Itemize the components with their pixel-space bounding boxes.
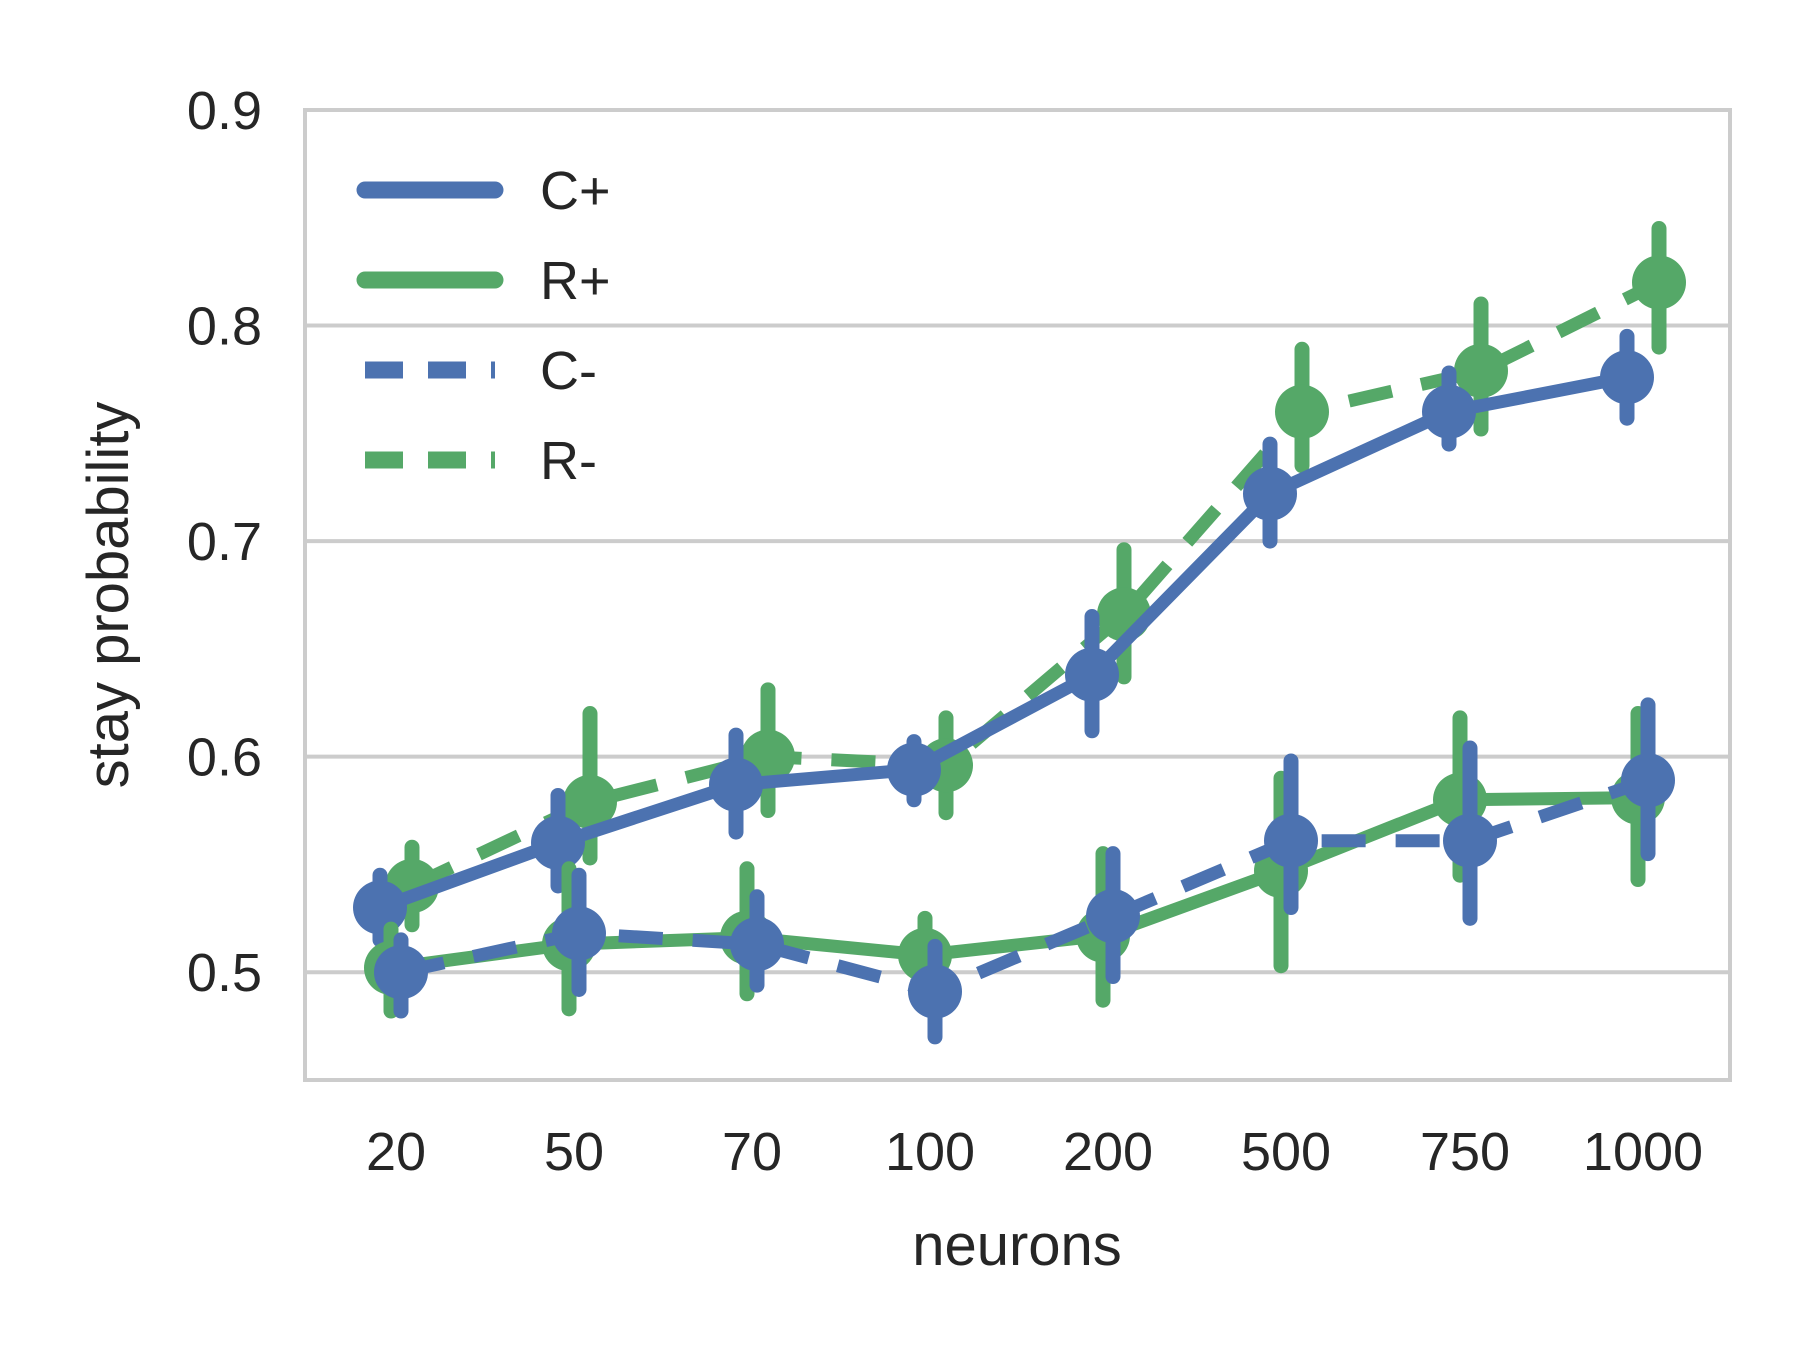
series-line <box>377 370 1629 914</box>
x-tick-label: 200 <box>1063 1122 1153 1182</box>
x-tick-label: 750 <box>1420 1122 1510 1182</box>
x-axis: 20 50 70 100 200 500 750 1000 <box>366 1122 1703 1182</box>
y-tick-label: 0.9 <box>187 81 262 141</box>
data-point <box>1422 384 1476 439</box>
legend-item: R+ <box>356 251 611 311</box>
series-C+ <box>353 328 1654 948</box>
data-point <box>1600 350 1654 405</box>
data-point <box>1632 255 1686 310</box>
legend-label: R- <box>540 431 597 491</box>
data-point <box>1454 343 1508 398</box>
data-point <box>1275 384 1329 439</box>
x-tick-label: 1000 <box>1583 1122 1703 1182</box>
data-point <box>1086 889 1140 944</box>
data-point <box>887 742 941 797</box>
data-point <box>563 774 617 829</box>
data-point <box>531 815 585 870</box>
legend-label: C+ <box>540 161 611 221</box>
series-layer <box>353 221 1686 1045</box>
data-point <box>1264 813 1318 868</box>
legend-label: C- <box>540 341 597 401</box>
x-tick-label: 100 <box>885 1122 975 1182</box>
legend: C+ R+ C- R- <box>356 161 611 491</box>
data-point <box>552 906 606 961</box>
data-point <box>730 917 784 972</box>
data-point <box>1065 647 1119 702</box>
x-tick-label: 20 <box>366 1122 426 1182</box>
x-tick-label: 50 <box>544 1122 604 1182</box>
x-tick-label: 70 <box>722 1122 782 1182</box>
series-C- <box>374 697 1675 1045</box>
data-point <box>1243 466 1297 521</box>
data-point <box>908 964 962 1019</box>
y-axis: 0.5 0.6 0.7 0.8 0.9 <box>187 81 262 1003</box>
data-point <box>353 880 407 935</box>
data-point <box>709 757 763 812</box>
legend-item: R- <box>365 431 597 491</box>
legend-item: C- <box>365 341 597 401</box>
x-axis-label: neurons <box>912 1213 1122 1278</box>
data-point <box>1443 813 1497 868</box>
y-tick-label: 0.8 <box>187 297 262 357</box>
x-tick-label: 500 <box>1241 1122 1331 1182</box>
data-point <box>374 945 428 1000</box>
plot-area <box>305 110 1730 1080</box>
data-point <box>1621 753 1675 808</box>
legend-label: R+ <box>540 251 611 311</box>
y-tick-label: 0.5 <box>187 943 262 1003</box>
y-tick-label: 0.6 <box>187 728 262 788</box>
y-axis-label: stay probability <box>76 402 141 789</box>
legend-item: C+ <box>356 161 611 221</box>
y-tick-label: 0.7 <box>187 512 262 572</box>
plot-frame <box>303 108 1732 1082</box>
